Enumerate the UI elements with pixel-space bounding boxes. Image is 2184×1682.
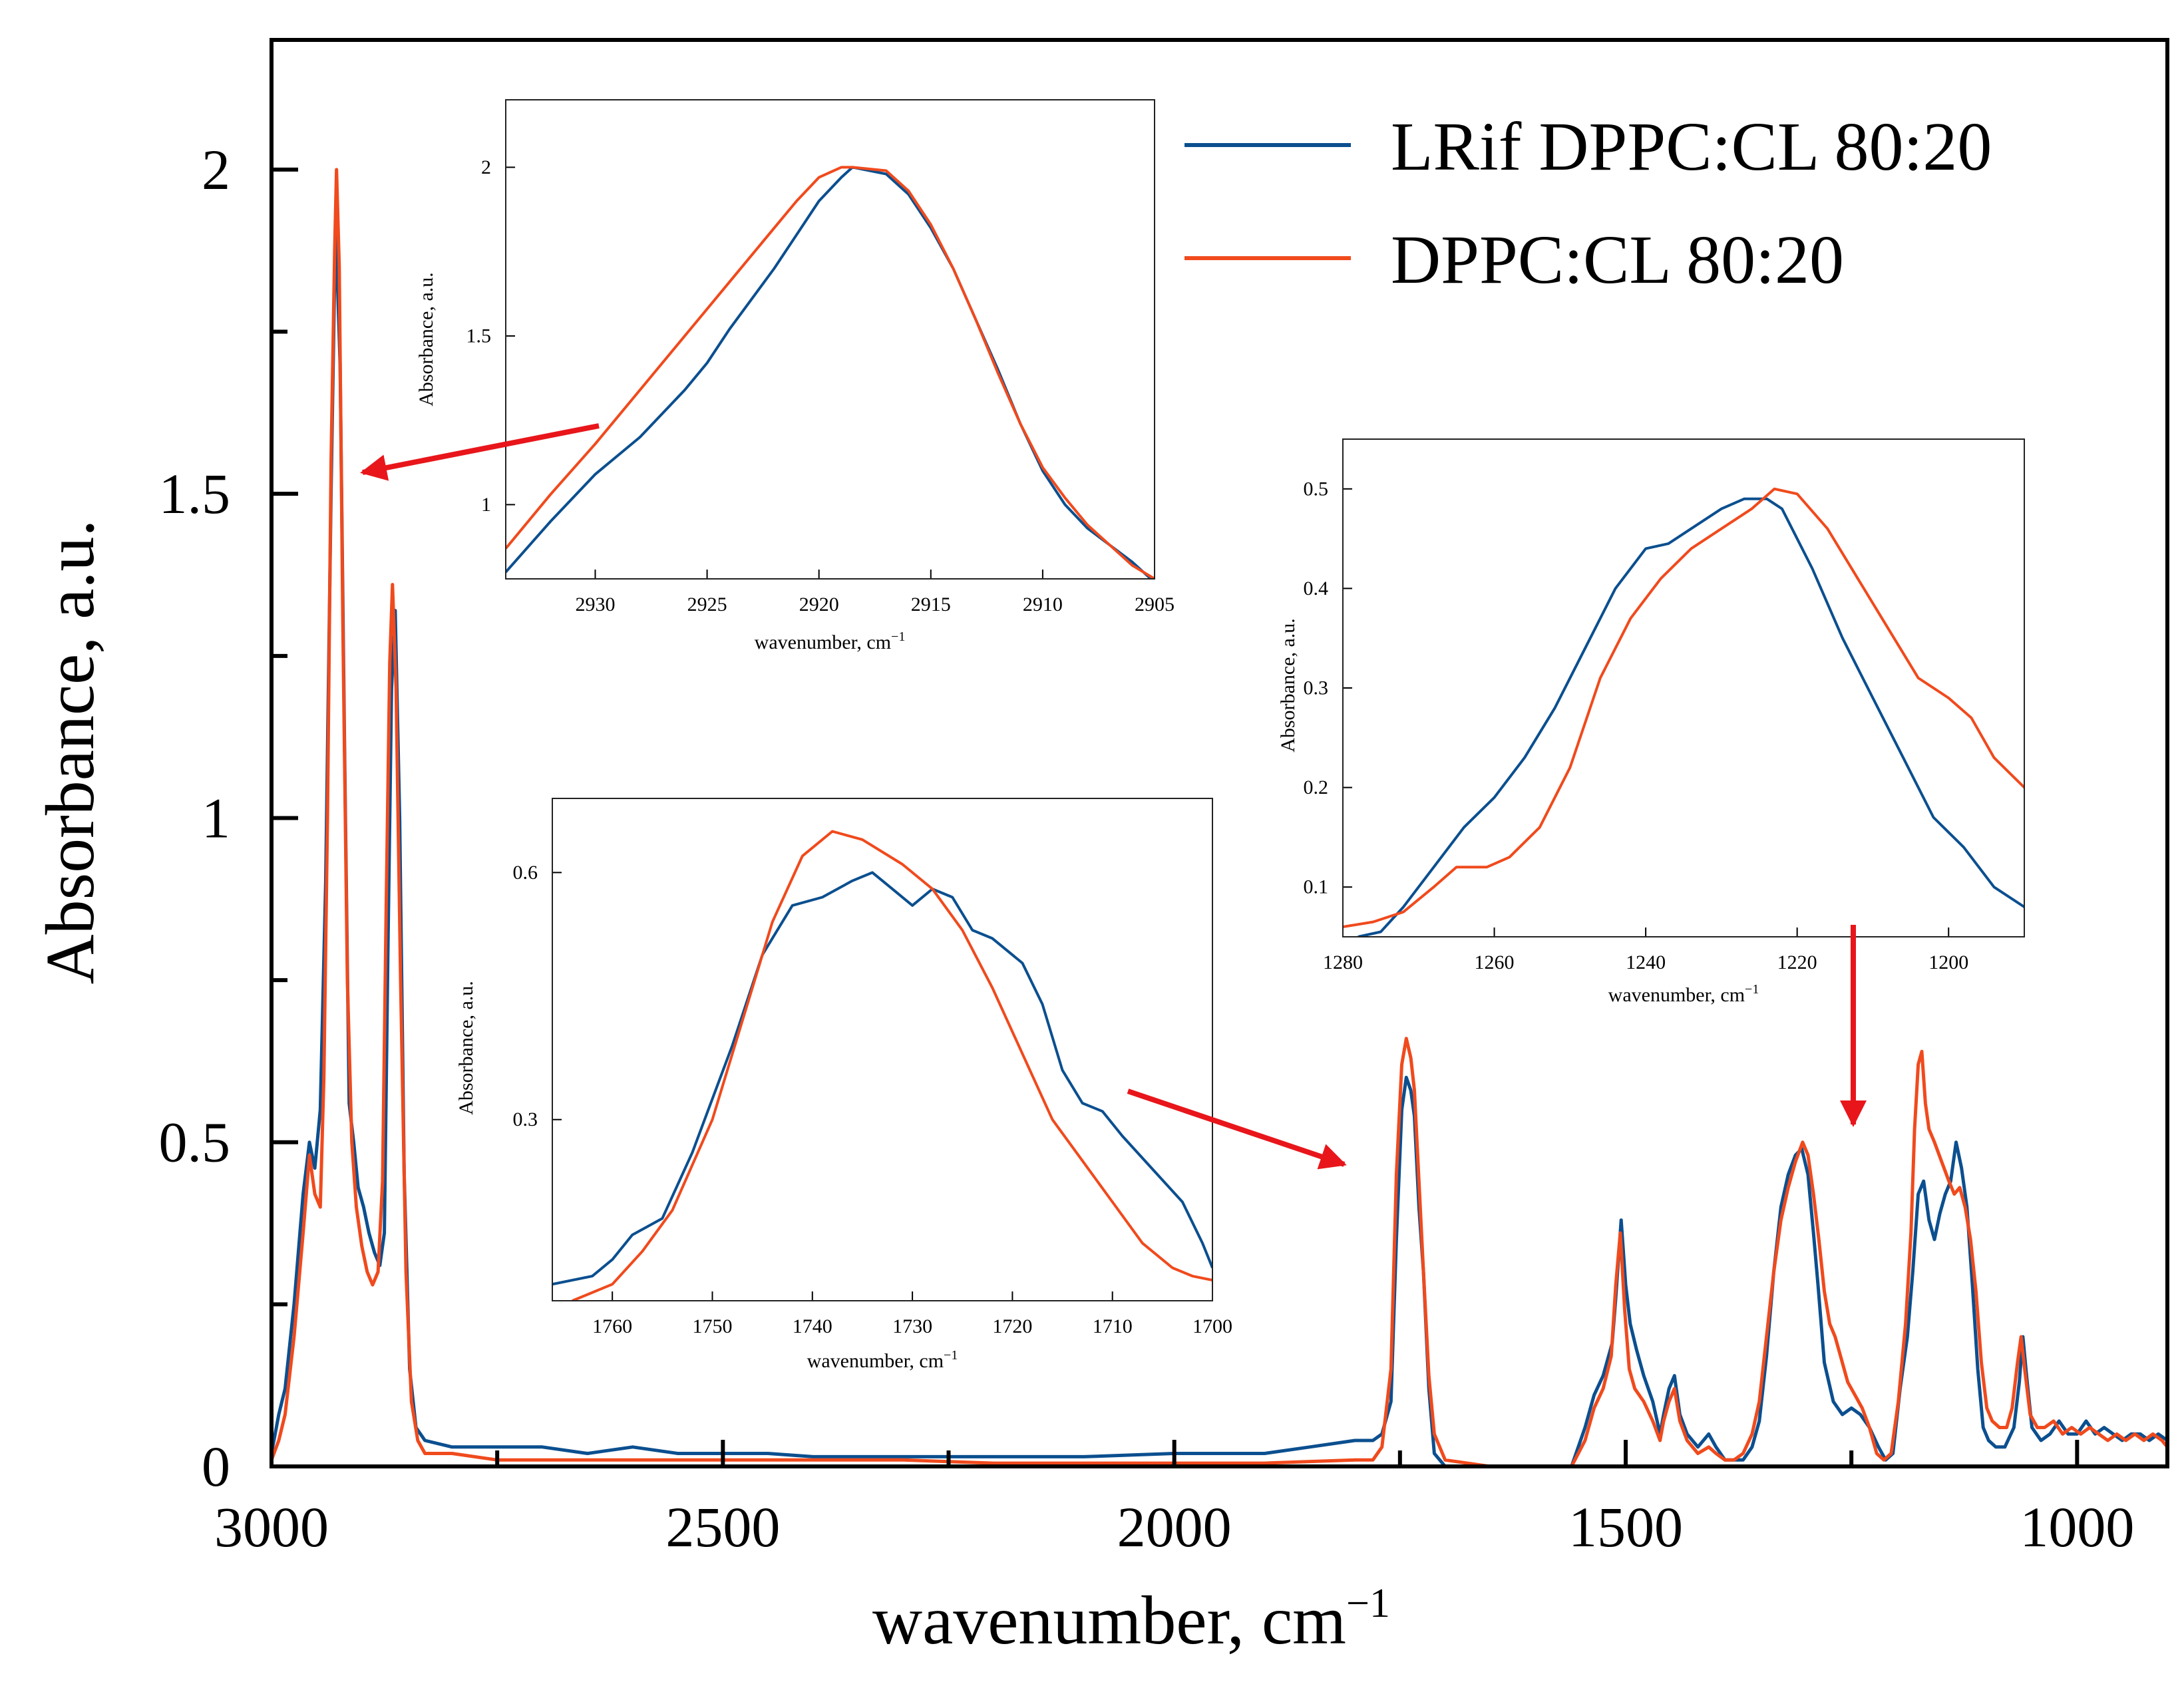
- inset-3-x-axis-title-base: wavenumber, cm: [1608, 984, 1745, 1006]
- inset1-x-tick-label-2925: 2925: [687, 593, 727, 615]
- inset3-series-dppc-cl: [1343, 487, 2024, 928]
- inset-3-frame: [1342, 438, 2025, 937]
- inset2-x-tick-label-1700: 1700: [1192, 1315, 1232, 1337]
- inset-1-x-axis-title-base: wavenumber, cm: [755, 631, 891, 653]
- main-y-tick-label-1.5: 1.5: [159, 462, 231, 526]
- inset-2-x-axis-title-sup: −1: [944, 1348, 958, 1363]
- inset-1-series-group: [506, 166, 1155, 579]
- main-y-tick-label-1: 1: [202, 786, 230, 850]
- inset1-series-lrif-dppc-cl: [506, 166, 1153, 579]
- inset-3-ticks: 1280 1260 1240 1220 1200 0.1 0.2 0.3 0.4 0.5: [1304, 478, 1969, 973]
- main-y-tick-label-2: 2: [202, 138, 230, 202]
- inset-1: 2930 2925 2920 2915 2910 2905 1 1.5 2 Absorbance…: [415, 99, 1175, 653]
- inset1-y-tick-label-1.5: 1.5: [466, 325, 492, 347]
- arrow-inset-2-to-main-peak: [1127, 1089, 1347, 1170]
- inset2-series-lrif-dppc-cl: [552, 871, 1212, 1286]
- inset-1-background: [506, 100, 1155, 579]
- inset3-y-tick-label-0.4: 0.4: [1304, 578, 1329, 599]
- inset2-x-tick-label-1720: 1720: [992, 1315, 1032, 1337]
- inset3-y-tick-label-0.5: 0.5: [1304, 478, 1329, 500]
- main-x-tick-label-2500: 2500: [665, 1495, 780, 1559]
- inset-2-frame: [552, 798, 1213, 1301]
- inset2-x-tick-label-1750: 1750: [692, 1315, 732, 1337]
- inset-3: 1280 1260 1240 1220 1200 0.1 0.2 0.3 0.4 0.5 Abso…: [1277, 438, 2025, 1006]
- inset1-x-tick-label-2930: 2930: [575, 593, 615, 615]
- inset3-x-tick-label-1200: 1200: [1928, 951, 1968, 973]
- inset-2: 1760 1750 1740 1730 1720 1710 1700 0.3 0.6 Absor…: [455, 798, 1232, 1372]
- inset3-x-tick-label-1220: 1220: [1777, 951, 1817, 973]
- main-y-ticks: 0 0.5 1 1.5 2: [159, 138, 298, 1498]
- inset-3-x-axis-title: wavenumber, cm−1: [1608, 982, 1759, 1006]
- inset2-series-dppc-cl: [572, 830, 1212, 1301]
- inset-3-y-axis-title: Absorbance, a.u.: [1277, 618, 1299, 753]
- main-plot-frame: [270, 38, 2169, 1468]
- inset-3-series-group: [1343, 487, 2024, 937]
- main-x-axis-title-sup: −1: [1346, 1581, 1390, 1626]
- main-series-dppc-cl: [272, 168, 2167, 1466]
- inset1-x-tick-label-2915: 2915: [911, 593, 951, 615]
- inset-2-y-axis-title: Absorbance, a.u.: [455, 981, 477, 1115]
- legend: LRif DPPC:CL 80:20 DPPC:CL 80:20: [1184, 108, 1992, 298]
- inset2-y-tick-label-0.3: 0.3: [513, 1108, 538, 1130]
- inset-2-ticks: 1760 1750 1740 1730 1720 1710 1700 0.3 0.6: [513, 862, 1233, 1337]
- main-x-ticks: 3000 2500 2000 1500 1000: [214, 1440, 2134, 1559]
- legend-label-dppc: DPPC:CL 80:20: [1391, 222, 1844, 298]
- inset-2-x-axis-title-base: wavenumber, cm: [807, 1350, 944, 1372]
- inset-1-ticks: 2930 2925 2920 2915 2910 2905 1 1.5 2: [466, 156, 1175, 615]
- main-x-axis-title-base: wavenumber, cm: [872, 1582, 1346, 1659]
- inset-1-x-axis-title: wavenumber, cm−1: [755, 629, 906, 653]
- inset2-y-tick-label-0.6: 0.6: [513, 862, 538, 884]
- inset-3-x-axis-title-sup: −1: [1745, 982, 1759, 997]
- inset1-series-dppc-cl: [506, 166, 1155, 579]
- inset2-x-tick-label-1760: 1760: [592, 1315, 632, 1337]
- main-x-tick-label-2000: 2000: [1117, 1495, 1232, 1559]
- inset3-x-tick-label-1280: 1280: [1323, 951, 1363, 973]
- inset2-x-tick-label-1730: 1730: [892, 1315, 932, 1337]
- main-series-group: [272, 168, 2167, 1466]
- inset-2-series-group: [552, 830, 1212, 1301]
- main-x-tick-label-1500: 1500: [1568, 1495, 1683, 1559]
- inset-1-y-axis-title: Absorbance, a.u.: [415, 272, 437, 407]
- main-chart: 0 0.5 1 1.5 2 3000 2500 2000 1500 1000 Absorbanc…: [32, 38, 2169, 1659]
- inset3-series-lrif-dppc-cl: [1358, 497, 2024, 937]
- main-x-tick-label-1000: 1000: [2020, 1495, 2134, 1559]
- main-y-tick-label-0.5: 0.5: [159, 1110, 231, 1174]
- inset3-y-tick-label-0.2: 0.2: [1304, 776, 1329, 798]
- inset1-y-tick-label-2: 2: [481, 156, 491, 178]
- inset-2-x-axis-title: wavenumber, cm−1: [807, 1348, 958, 1372]
- inset-1-x-axis-title-sup: −1: [891, 629, 905, 644]
- inset3-x-tick-label-1260: 1260: [1475, 951, 1515, 973]
- inset-3-background: [1343, 439, 2024, 937]
- callout-arrows: [360, 423, 1867, 1170]
- main-x-axis-title: wavenumber, cm−1: [872, 1581, 1390, 1659]
- inset3-y-tick-label-0.1: 0.1: [1304, 876, 1329, 898]
- main-x-tick-label-3000: 3000: [214, 1495, 329, 1559]
- inset2-x-tick-label-1710: 1710: [1093, 1315, 1133, 1337]
- main-y-axis-title: Absorbance, a.u.: [32, 520, 108, 985]
- inset1-x-tick-label-2920: 2920: [799, 593, 839, 615]
- inset2-x-tick-label-1740: 1740: [793, 1315, 832, 1337]
- main-y-tick-label-0: 0: [202, 1434, 230, 1498]
- inset1-x-tick-label-2910: 2910: [1023, 593, 1063, 615]
- inset1-y-tick-label-1: 1: [481, 494, 491, 516]
- inset3-x-tick-label-1240: 1240: [1626, 951, 1666, 973]
- inset-1-frame: [505, 99, 1155, 580]
- inset3-y-tick-label-0.3: 0.3: [1304, 677, 1329, 699]
- legend-label-lrif: LRif DPPC:CL 80:20: [1391, 108, 1992, 185]
- arrow-inset-1-to-main-peak: [360, 423, 600, 481]
- inset1-x-tick-label-2905: 2905: [1135, 593, 1175, 615]
